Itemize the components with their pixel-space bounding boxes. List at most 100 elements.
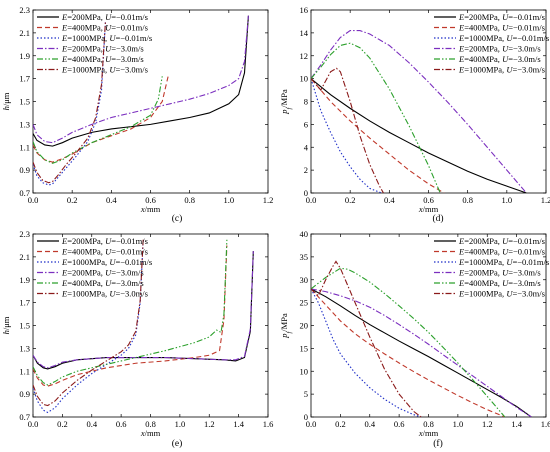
x-tick-label: 0.4 <box>384 195 395 205</box>
x-tick-label: 1.6 <box>263 419 274 429</box>
x-tick-label: 0.2 <box>57 419 68 429</box>
y-tick-label: 25 <box>300 298 309 308</box>
chart-panel-f: 0.0 0.2 0.4 0.6 0.8 1.0 1.2 1.4 1.6 0 5 10 15 20 25 30 3… <box>279 229 550 449</box>
x-tick-label: 0.6 <box>116 419 127 429</box>
legend-label-3: E=1000MPa, U=−0.01m/s <box>61 33 152 43</box>
series-line-5 <box>311 267 506 417</box>
legend-label-3: E=1000MPa, U=−0.01m/s <box>61 257 152 267</box>
x-tick-label: 1.0 <box>453 419 464 429</box>
x-axis-label: x/mm <box>418 428 439 438</box>
series-line-4 <box>33 15 249 144</box>
series-line-3 <box>311 288 422 417</box>
x-tick-label: 1.0 <box>175 419 186 429</box>
x-tick-label: 0.0 <box>28 195 39 205</box>
legend-label-4: E=200MPa, U=−3.0m/s <box>61 44 144 54</box>
series-line-2 <box>311 288 506 417</box>
y-tick-label: 1.1 <box>19 142 30 152</box>
chart-panel-c: 0.0 0.2 0.4 0.6 0.8 1.0 1.2 0.7 0.9 1.1 1.3 1.5 1.7 1… <box>1 5 273 224</box>
legend-label-4: E=200MPa, U=−3.0m/s <box>61 268 144 278</box>
x-tick-label: 0.8 <box>423 419 434 429</box>
legend-label-4: E=200MPa, U=−3.0m/s <box>458 44 541 54</box>
y-tick-label: 0 <box>304 188 308 198</box>
x-tick-label: 1.4 <box>511 419 522 429</box>
y-tick-label: 0.7 <box>19 188 30 198</box>
y-tick-label: 0.9 <box>19 165 30 175</box>
x-tick-label: 0.2 <box>335 419 346 429</box>
legend-label-6: E=1000MPa, U=−3.0m/s <box>458 65 545 75</box>
y-tick-label: 2.3 <box>19 229 30 239</box>
x-tick-label: 0.0 <box>28 419 39 429</box>
y-tick-label: 10 <box>300 74 309 84</box>
y-tick-label: 2 <box>304 165 308 175</box>
series-line-5 <box>311 42 441 193</box>
y-tick-label: 1.9 <box>19 275 30 285</box>
x-tick-label: 1.6 <box>541 419 550 429</box>
series-line-4 <box>311 30 527 193</box>
y-tick-label: 30 <box>300 275 309 285</box>
x-tick-label: 1.2 <box>263 195 274 205</box>
y-tick-label: 2.1 <box>19 252 30 262</box>
legend-label-3: E=1000MPa, U=−0.01m/s <box>458 33 549 43</box>
series-line-4 <box>311 288 532 417</box>
legend-label-6: E=1000MPa, U=−3.0m/s <box>61 65 148 75</box>
x-tick-label: 1.0 <box>224 195 235 205</box>
y-tick-label: 20 <box>300 321 309 331</box>
legend-label-3: E=1000MPa, U=−0.01m/s <box>458 257 549 267</box>
x-tick-label: 0.2 <box>345 195 356 205</box>
x-tick-label: 1.2 <box>204 419 215 429</box>
legend-label-1: E=200MPa, U=−0.01m/s <box>61 236 148 246</box>
x-tick-label: 0.0 <box>306 419 317 429</box>
series-line-3 <box>311 78 382 193</box>
series-line-6 <box>33 239 144 407</box>
legend-label-2: E=400MPa, U=−0.01m/s <box>61 247 148 257</box>
x-tick-label: 0.2 <box>67 195 78 205</box>
x-tick-label: 0.8 <box>184 195 195 205</box>
x-axis-label: x/mm <box>140 428 161 438</box>
x-axis-label: x/mm <box>140 204 161 214</box>
panel-label: (c) <box>172 213 183 224</box>
y-axis-label: h/μm <box>1 92 11 110</box>
y-tick-label: 0.9 <box>19 389 30 399</box>
y-tick-label: 1.3 <box>19 119 30 129</box>
chart-panel-d: 0.0 0.2 0.4 0.6 0.8 1.0 1.2 0 2 4 6 8 10 12 14 16 x/mm pf… <box>279 5 550 224</box>
y-tick-label: 0.7 <box>19 412 30 422</box>
y-tick-label: 1.3 <box>19 343 30 353</box>
legend-label-1: E=200MPa, U=−0.01m/s <box>458 12 545 22</box>
x-tick-label: 1.4 <box>233 419 244 429</box>
series-line-2 <box>33 245 228 387</box>
y-axis-label: pf/MPa <box>279 89 293 115</box>
series-line-2 <box>311 78 445 193</box>
legend-label-5: E=400MPa, U=−3.0m/s <box>458 278 541 288</box>
x-tick-label: 0.4 <box>86 419 97 429</box>
y-tick-label: 1.1 <box>19 366 30 376</box>
y-tick-label: 2.3 <box>19 5 30 15</box>
panel-label: (e) <box>172 438 183 449</box>
y-tick-label: 5 <box>304 389 308 399</box>
series-line-1 <box>311 288 532 417</box>
x-tick-label: 0.6 <box>145 195 156 205</box>
y-tick-label: 15 <box>300 343 309 353</box>
series-line-4 <box>33 251 254 369</box>
y-tick-label: 35 <box>300 252 309 262</box>
x-tick-label: 0.8 <box>462 195 473 205</box>
x-tick-label: 0.4 <box>106 195 117 205</box>
series-line-3 <box>33 239 144 414</box>
y-tick-label: 1.7 <box>19 298 30 308</box>
legend-label-5: E=400MPa, U=−3.0m/s <box>458 54 541 64</box>
legend-label-2: E=400MPa, U=−0.01m/s <box>458 23 545 33</box>
y-tick-label: 4 <box>304 142 309 152</box>
x-tick-label: 0.6 <box>423 195 434 205</box>
series-line-1 <box>311 78 527 193</box>
y-axis-label: pf/MPa <box>279 313 293 339</box>
y-tick-label: 6 <box>304 119 308 129</box>
legend-label-5: E=400MPa, U=−3.0m/s <box>61 54 144 64</box>
legend-label-5: E=400MPa, U=−3.0m/s <box>61 278 144 288</box>
x-tick-label: 0.6 <box>394 419 405 429</box>
series-line-5 <box>33 239 228 386</box>
x-tick-label: 0.4 <box>364 419 375 429</box>
legend-label-6: E=1000MPa, U=−3.0m/s <box>61 289 148 299</box>
chart-panel-e: 0.0 0.2 0.4 0.6 0.8 1.0 1.2 1.4 1.6 0.7 0.9 1.1 1.3 1… <box>1 229 273 449</box>
y-tick-label: 10 <box>300 366 309 376</box>
y-tick-label: 0 <box>304 412 308 422</box>
